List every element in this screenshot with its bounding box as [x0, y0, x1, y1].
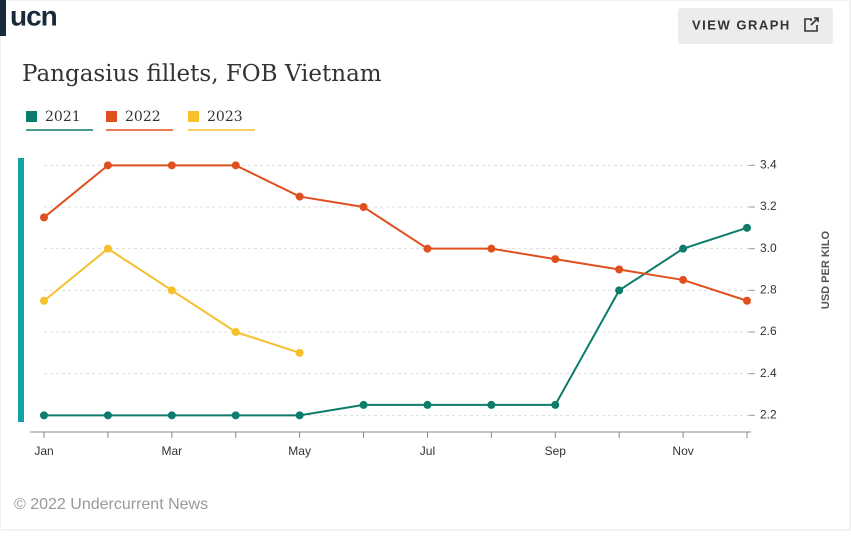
logo-bar — [0, 0, 6, 36]
data-point — [231, 411, 240, 420]
footer: © 2022 Undercurrent News — [14, 496, 208, 513]
data-point — [167, 161, 176, 170]
data-point — [231, 328, 240, 336]
accent-bar — [18, 158, 24, 422]
x-tick-label: Jul — [420, 444, 435, 458]
x-tick-label: Nov — [672, 444, 693, 458]
data-point — [423, 400, 432, 409]
data-point — [231, 161, 240, 170]
legend-swatch — [106, 111, 117, 122]
data-point — [103, 411, 112, 420]
data-point — [167, 286, 176, 295]
data-point — [40, 411, 48, 420]
data-point — [295, 192, 304, 201]
y-tick-label: 2.4 — [760, 366, 777, 380]
data-point — [40, 213, 48, 222]
y-tick-label: 2.6 — [760, 324, 777, 338]
external-icon[interactable] — [804, 17, 819, 32]
data-point — [615, 265, 624, 274]
data-point — [295, 411, 304, 420]
legend-swatch — [26, 111, 37, 122]
data-point — [743, 296, 751, 305]
legend-label: 2023 — [207, 109, 243, 125]
button-label[interactable]: VIEW GRAPH — [692, 17, 791, 32]
data-point — [423, 244, 432, 253]
y-tick-label: 3.4 — [760, 158, 777, 172]
series-line — [43, 164, 748, 302]
data-point — [487, 244, 496, 253]
x-tick-label: Sep — [545, 444, 567, 458]
x-tick-label: Jan — [34, 444, 53, 458]
icon-box[interactable] — [804, 18, 818, 32]
data-point — [40, 296, 48, 305]
data-point — [103, 161, 112, 170]
chart-title: Pangasius fillets, FOB Vietnam — [22, 61, 382, 87]
data-point — [679, 244, 688, 253]
data-point — [295, 348, 304, 357]
legend-swatch — [188, 111, 199, 122]
y-axis-label: USD PER KILO — [820, 230, 832, 309]
data-point — [743, 223, 751, 232]
x-tick-label: May — [288, 444, 311, 458]
legend-label: 2022 — [125, 109, 161, 125]
y-tick-label: 3.0 — [760, 241, 777, 255]
data-point — [359, 400, 368, 409]
x-tick-label: Mar — [161, 444, 182, 458]
view-graph-button[interactable] — [678, 8, 833, 44]
series-line — [44, 226, 748, 417]
y-tick-label: 3.2 — [760, 199, 777, 213]
data-point — [103, 244, 112, 253]
data-point — [615, 286, 624, 295]
legend-label: 2021 — [45, 109, 81, 125]
data-point — [679, 275, 688, 284]
data-point — [551, 255, 560, 264]
icon-arrow[interactable] — [810, 17, 819, 26]
logo: ucn — [10, 0, 57, 31]
data-point — [167, 411, 176, 420]
data-point — [551, 400, 560, 409]
data-point — [359, 203, 368, 211]
y-tick-label: 2.2 — [760, 408, 777, 422]
y-tick-label: 2.8 — [760, 283, 777, 297]
data-point — [487, 400, 496, 409]
